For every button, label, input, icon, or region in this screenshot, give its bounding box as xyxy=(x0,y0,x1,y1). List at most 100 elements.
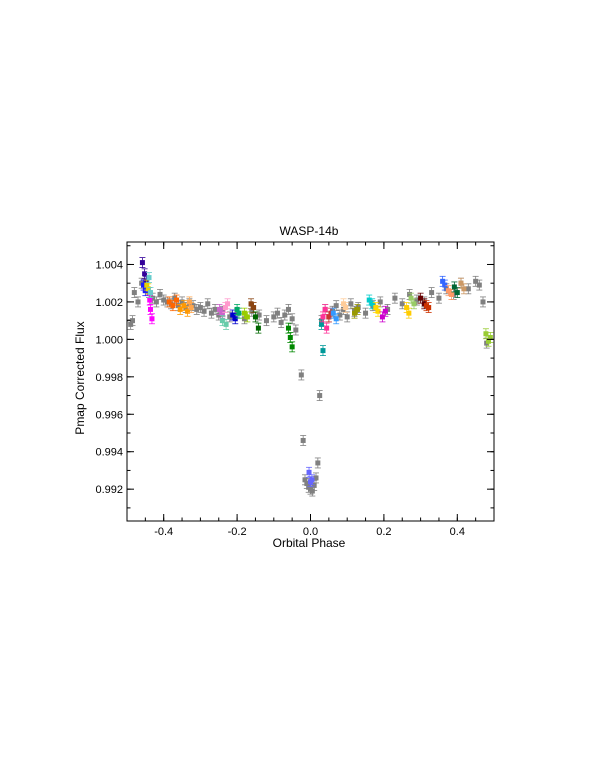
data-point xyxy=(177,306,183,312)
data-points xyxy=(127,257,494,497)
y-axis-label: Pmap Corrected Flux xyxy=(73,321,87,434)
data-point xyxy=(222,305,228,311)
data-point xyxy=(147,290,153,296)
data-point xyxy=(320,348,326,354)
data-point xyxy=(298,372,304,378)
data-point xyxy=(197,305,203,311)
data-series xyxy=(248,298,257,313)
data-point xyxy=(354,306,360,312)
data-point xyxy=(145,286,151,292)
data-point xyxy=(320,314,326,320)
data-series xyxy=(403,302,412,319)
data-point xyxy=(379,314,385,320)
data-point xyxy=(411,301,417,307)
data-point xyxy=(366,297,372,303)
chart-title: WASP-14b xyxy=(280,224,339,238)
data-series xyxy=(166,294,180,312)
data-point xyxy=(476,282,482,288)
data-point xyxy=(179,299,185,305)
data-point xyxy=(458,280,464,286)
data-point xyxy=(175,303,181,309)
data-series xyxy=(177,300,191,317)
data-point xyxy=(128,321,134,327)
data-point xyxy=(440,278,446,284)
data-point xyxy=(414,297,420,303)
data-point xyxy=(315,460,321,466)
data-point xyxy=(219,318,225,324)
data-point xyxy=(232,316,238,322)
data-series xyxy=(234,304,242,319)
data-point xyxy=(201,308,207,314)
data-point xyxy=(227,314,233,320)
data-series xyxy=(330,307,340,325)
data-point xyxy=(344,314,350,320)
data-point xyxy=(289,344,295,350)
data-point xyxy=(186,299,192,305)
data-point xyxy=(319,321,325,327)
data-point xyxy=(408,295,414,301)
axes: -0.4 -0.2 0.0 0.2 0.4 0.992 0.994 0.996 0.998 1.0… xyxy=(95,242,495,538)
data-point xyxy=(313,475,319,481)
data-point xyxy=(142,288,148,294)
data-point xyxy=(255,325,261,331)
data-point xyxy=(311,482,317,488)
data-point xyxy=(352,310,358,316)
data-point xyxy=(285,325,291,331)
data-series xyxy=(366,294,376,310)
data-point xyxy=(157,291,163,297)
data-point xyxy=(188,305,194,311)
data-point xyxy=(426,305,432,311)
data-point xyxy=(337,312,343,318)
data-point xyxy=(142,271,148,277)
data-series xyxy=(445,285,455,300)
data-point xyxy=(363,310,369,316)
data-point xyxy=(300,437,306,443)
x-tick-label: 0.2 xyxy=(376,526,391,538)
data-point xyxy=(348,301,354,307)
data-point xyxy=(302,477,308,483)
data-point xyxy=(230,312,236,318)
data-point xyxy=(406,310,412,316)
y-tick-label: 0.998 xyxy=(95,372,123,384)
data-point xyxy=(147,306,153,312)
data-point xyxy=(465,286,471,292)
data-point xyxy=(248,301,254,307)
data-series xyxy=(186,296,195,313)
data-point xyxy=(373,305,379,311)
data-series xyxy=(408,292,417,310)
data-point xyxy=(436,295,442,301)
data-series xyxy=(379,305,389,323)
data-point xyxy=(263,318,269,324)
data-point xyxy=(181,303,187,309)
data-point xyxy=(219,310,225,316)
data-point xyxy=(146,275,152,281)
data-series xyxy=(423,300,432,313)
data-series xyxy=(306,466,315,488)
data-point xyxy=(445,288,451,294)
data-point xyxy=(208,310,214,316)
data-point xyxy=(480,299,486,305)
data-point xyxy=(442,282,448,288)
data-point xyxy=(483,331,489,337)
data-point xyxy=(141,282,147,288)
data-point xyxy=(135,299,141,305)
y-tick-label: 0.996 xyxy=(95,409,123,421)
data-point xyxy=(330,310,336,316)
data-point xyxy=(251,305,257,311)
data-point xyxy=(485,338,491,344)
data-series xyxy=(318,318,326,357)
data-point xyxy=(194,306,200,312)
y-tick-label: 1.000 xyxy=(95,334,123,346)
data-point xyxy=(225,301,231,307)
data-point xyxy=(407,291,413,297)
x-tick-label: 0.0 xyxy=(303,526,318,538)
data-point xyxy=(256,312,262,318)
data-series xyxy=(222,298,231,313)
data-point xyxy=(375,308,381,314)
y-tick-label: 1.004 xyxy=(95,259,123,271)
y-tick-label: 0.994 xyxy=(95,447,123,459)
data-point xyxy=(205,301,211,307)
data-point xyxy=(322,306,328,312)
data-series xyxy=(241,307,251,323)
